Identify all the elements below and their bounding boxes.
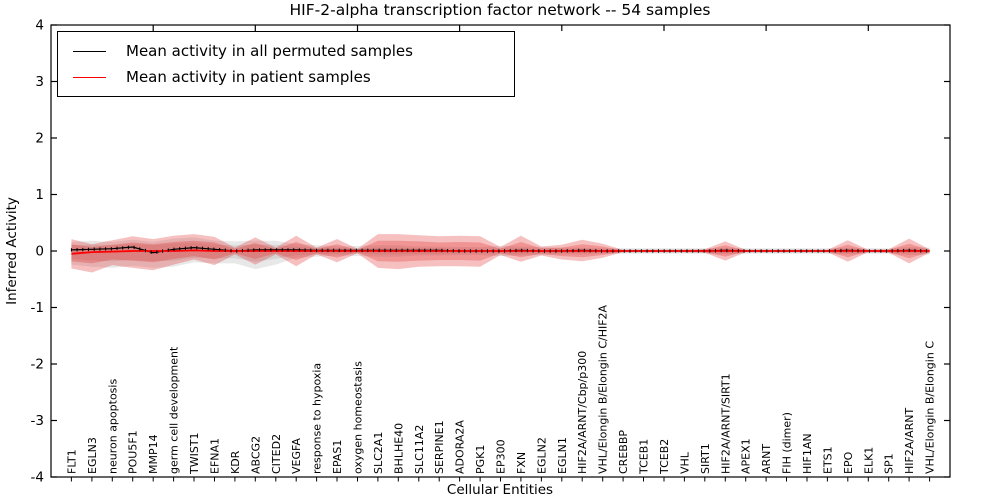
- x-entity-label: ARNT: [760, 444, 773, 474]
- x-entity-label: EP300: [495, 439, 508, 474]
- patient-mean-line: [71, 249, 930, 255]
- x-entity-label: SERPINE1: [433, 420, 446, 474]
- x-entity-label: FIH (dimer): [781, 412, 794, 474]
- x-entity-label: SLC2A1: [372, 432, 385, 474]
- y-axis-ticks: 4 3 2 1 0 -1 -2 -3 -4: [31, 18, 950, 486]
- y-tick-label: -3: [31, 413, 44, 429]
- y-axis-label: Inferred Activity: [4, 197, 20, 305]
- x-entity-label: germ cell development: [168, 346, 181, 474]
- confidence-bands: [71, 234, 930, 273]
- x-entity-label: VEGFA: [290, 438, 303, 474]
- x-entity-label: VHL/Elongin B/Elongin C: [924, 341, 937, 474]
- x-entity-label: EPO: [842, 451, 855, 474]
- legend-label: Mean activity in patient samples: [126, 68, 371, 86]
- patient-samples-band-outer: [71, 234, 930, 273]
- x-entity-label: HIF2A/ARNT/SIRT1: [719, 373, 732, 474]
- x-entity-label: BHLHE40: [392, 423, 405, 474]
- x-entity-label: SLC11A2: [413, 425, 426, 474]
- x-entity-label: ELK1: [862, 447, 875, 474]
- x-entity-label: EFNA1: [209, 438, 222, 474]
- x-entity-label: EGLN3: [86, 437, 99, 474]
- y-tick-label: -2: [31, 357, 44, 373]
- x-axis-label: Cellular Entities: [446, 482, 554, 498]
- x-entity-label: response to hypoxia: [311, 363, 324, 474]
- x-entity-label: VHL/Elongin B/Elongin C/HIF2A: [597, 304, 610, 474]
- x-entity-label: TWIST1: [188, 432, 201, 475]
- x-entity-label: CREBBP: [617, 430, 630, 474]
- permuted-samples-band-outer: [71, 237, 930, 270]
- x-entity-label: SIRT1: [699, 443, 712, 474]
- legend-line-sample-black: [73, 50, 106, 52]
- x-entity-label: TCEB2: [658, 439, 671, 475]
- x-entity-label: TCEB1: [638, 439, 651, 475]
- x-entity-label: FXN: [515, 452, 528, 474]
- legend-item-permuted: Mean activity in all permuted samples: [58, 42, 514, 60]
- x-entity-label: SP1: [883, 453, 896, 474]
- y-tick-label: 4: [35, 18, 44, 34]
- legend-label: Mean activity in all permuted samples: [126, 42, 413, 60]
- x-entity-label: neuron apoptosis: [106, 379, 119, 474]
- x-entity-label: HIF2A/ARNT/Cbp/p300: [576, 351, 589, 474]
- x-entity-label: KDR: [229, 450, 242, 474]
- permuted-line-markers: [70, 245, 927, 254]
- patient-samples-band-inner: [71, 240, 930, 264]
- x-entity-label: APEX1: [740, 438, 753, 474]
- x-entity-label: FLT1: [65, 449, 78, 474]
- y-tick-label: 0: [35, 244, 44, 260]
- y-tick-label: 3: [35, 74, 44, 90]
- x-entity-label: VHL: [678, 451, 691, 474]
- y-tick-label: -1: [31, 300, 44, 316]
- x-entity-label: ETS1: [821, 446, 834, 474]
- x-entity-label: ADORA2A: [454, 420, 467, 474]
- x-entity-label: CITED2: [270, 434, 283, 474]
- x-entity-label: HIF1AN: [801, 433, 814, 474]
- mean-lines: [71, 246, 930, 255]
- x-entity-label: PGK1: [474, 445, 487, 474]
- legend-item-patient: Mean activity in patient samples: [58, 68, 514, 86]
- legend: Mean activity in all permuted samples Me…: [57, 31, 515, 97]
- x-entity-label: ABCG2: [249, 436, 262, 474]
- x-entity-label: oxygen homeostasis: [352, 361, 365, 474]
- x-entity-label: POU5F1: [127, 430, 140, 474]
- x-axis-top-ticks: [152, 25, 869, 31]
- x-entity-label: HIF2A/ARNT: [903, 408, 916, 474]
- x-entity-label: EPAS1: [331, 440, 344, 474]
- y-tick-label: -4: [31, 470, 44, 486]
- chart-title: HIF-2-alpha transcription factor network…: [289, 1, 711, 19]
- y-tick-label: 1: [35, 187, 44, 203]
- y-tick-label: 2: [35, 131, 44, 147]
- x-entity-label: EGLN1: [556, 437, 569, 474]
- x-entity-label: EGLN2: [535, 437, 548, 474]
- x-axis-bottom-ticks: [70, 477, 931, 482]
- legend-line-sample-red: [73, 76, 106, 78]
- x-entity-label: MMP14: [147, 434, 160, 474]
- x-entity-labels: FLT1 EGLN3 neuron apoptosis POU5F1 MMP14 germ…: [65, 304, 936, 475]
- permuted-samples-band-inner: [71, 243, 930, 262]
